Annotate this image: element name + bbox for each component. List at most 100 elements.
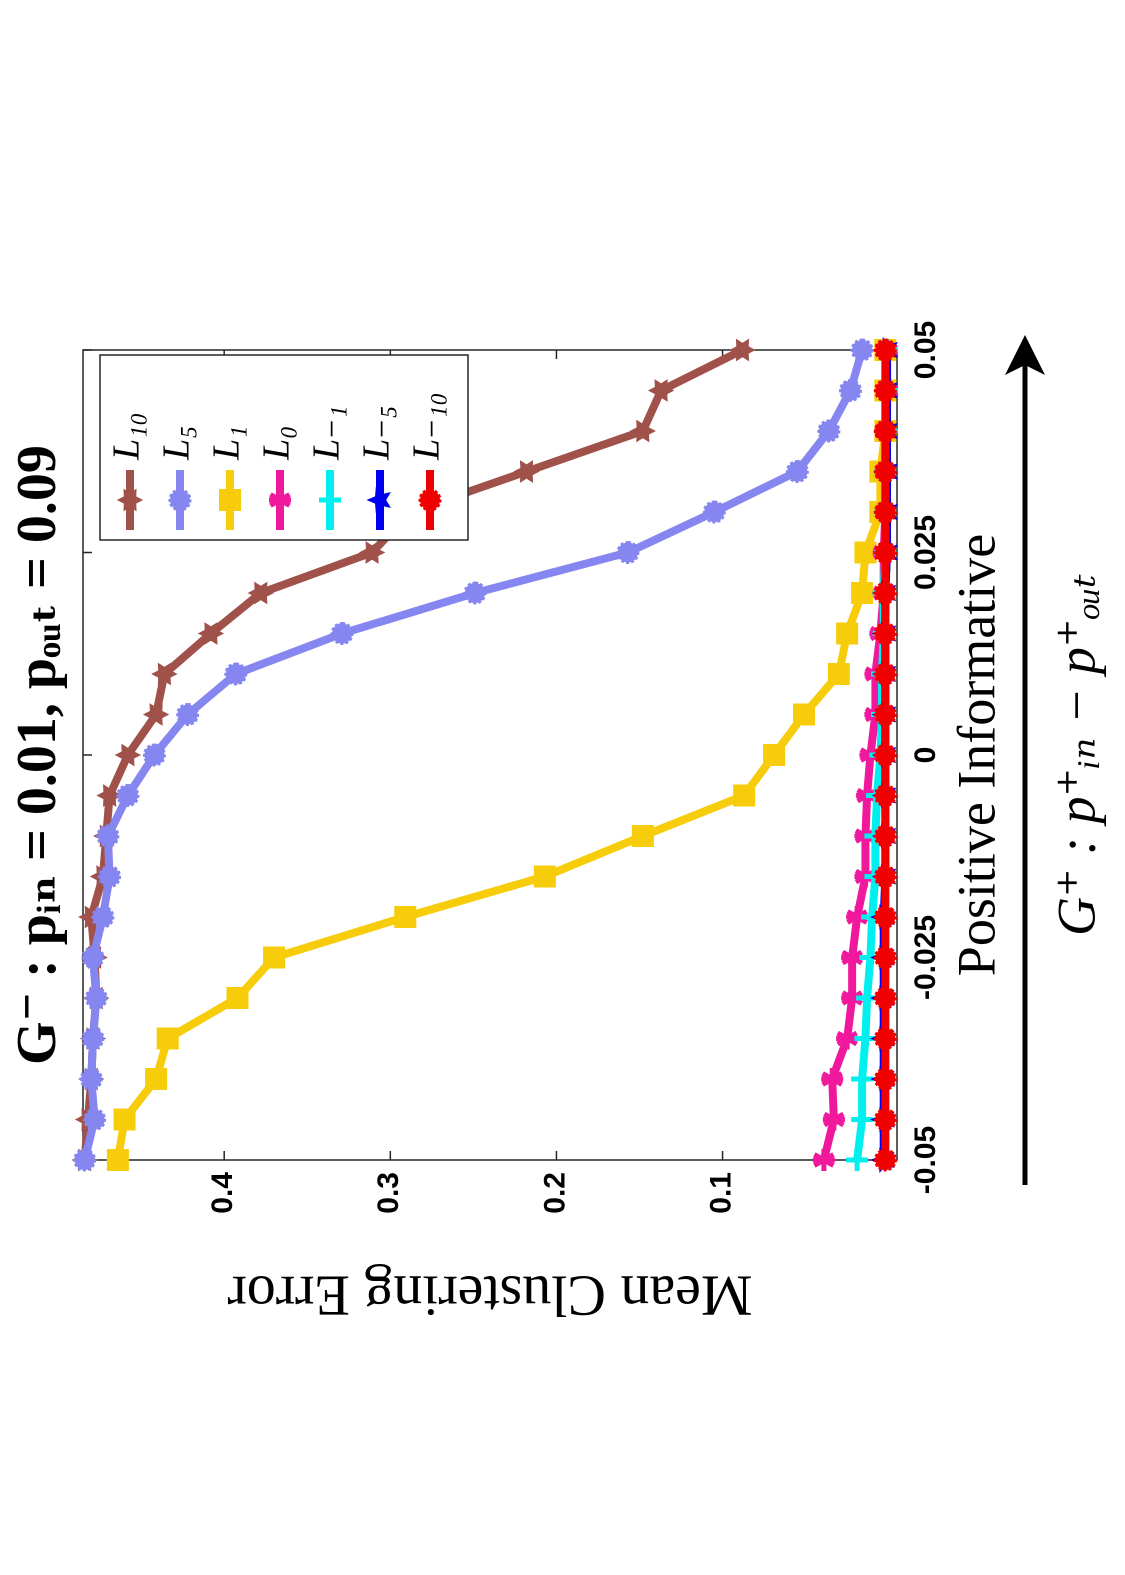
data-marker	[156, 1027, 179, 1050]
data-marker	[873, 500, 897, 524]
legend-label: L₁₀	[106, 412, 148, 461]
data-marker	[873, 986, 897, 1010]
data-marker	[812, 1149, 835, 1171]
legend-label: L₀	[256, 426, 298, 461]
data-marker	[873, 662, 897, 686]
data-marker	[873, 703, 897, 726]
data-marker	[176, 703, 200, 726]
data-marker	[106, 1149, 129, 1171]
data-marker	[873, 581, 897, 605]
data-marker	[83, 1108, 107, 1131]
data-marker	[873, 338, 897, 362]
data-marker	[81, 1027, 105, 1050]
data-marker	[785, 460, 809, 483]
data-marker	[851, 1068, 874, 1090]
data-marker	[224, 662, 248, 686]
data-marker	[873, 379, 897, 402]
data-marker	[846, 1149, 869, 1171]
data-marker	[116, 488, 144, 512]
legend-label: L₋₅	[356, 406, 398, 461]
data-marker	[366, 487, 391, 513]
data-marker	[873, 541, 897, 564]
rotated-figure: -0.05 -0.025 0 0.025 0.05 0.1 0.2 0.3 0.4 L₁₀ L₅ L₁…	[6, 321, 1107, 1329]
x-tick-label: 0	[909, 747, 942, 764]
data-marker	[247, 581, 275, 605]
data-marker	[873, 946, 897, 969]
data-marker	[263, 946, 286, 969]
data-marker	[851, 582, 874, 604]
data-marker	[729, 338, 756, 362]
data-marker	[616, 541, 640, 564]
legend-label: L₋₁₀	[406, 392, 448, 461]
data-marker	[330, 622, 354, 645]
data-marker	[116, 784, 140, 807]
data-marker	[827, 663, 850, 685]
chart-title: G⁻ : pᵢₙ = 0.01, pₒᵤₜ = 0.09	[6, 445, 68, 1065]
data-marker	[96, 824, 120, 848]
data-marker	[821, 1068, 844, 1090]
data-marker	[838, 379, 862, 402]
data-marker	[873, 1108, 897, 1131]
x-tick-label: 0.05	[909, 321, 942, 379]
data-marker	[463, 581, 487, 605]
data-marker	[113, 1108, 136, 1131]
data-marker	[145, 1068, 168, 1090]
data-marker	[84, 986, 108, 1010]
data-marker	[219, 489, 241, 511]
data-marker	[836, 622, 859, 645]
data-marker	[142, 743, 166, 767]
legend-label: L₁	[206, 426, 248, 461]
x-tick-label: -0.05	[909, 1126, 942, 1194]
x-axis-label: G⁺ : p⁺ᵢₙ − p⁺ₒᵤₜ	[1046, 574, 1106, 936]
data-marker	[91, 905, 115, 929]
legend-label: L₋₁	[306, 406, 348, 461]
data-marker	[841, 987, 864, 1009]
y-tick-label: 0.3	[372, 1172, 405, 1214]
data-marker	[873, 622, 897, 645]
data-marker	[79, 1067, 103, 1091]
data-marker	[394, 906, 417, 928]
data-marker	[418, 488, 442, 512]
y-tick-label: 0.1	[704, 1172, 737, 1214]
data-marker	[851, 1108, 874, 1131]
data-marker	[631, 825, 654, 847]
x-tick-label: -0.025	[909, 915, 942, 1000]
data-marker	[854, 541, 877, 564]
data-marker	[873, 824, 897, 848]
data-marker	[151, 662, 178, 686]
annotation: Positive Informative	[946, 534, 1006, 976]
data-marker	[358, 541, 386, 564]
data-marker	[873, 1027, 897, 1050]
data-marker	[98, 865, 122, 888]
data-marker	[513, 460, 540, 483]
data-marker	[269, 489, 291, 511]
arrow-head	[1005, 335, 1045, 375]
data-marker	[873, 419, 897, 443]
data-marker	[792, 703, 815, 726]
data-marker	[647, 379, 675, 402]
data-marker	[763, 744, 786, 766]
data-marker	[319, 489, 341, 511]
data-marker	[873, 865, 897, 888]
data-marker	[197, 622, 225, 645]
data-marker	[822, 1108, 845, 1131]
data-marker	[873, 1067, 897, 1091]
legend-label: L₅	[156, 426, 198, 461]
y-axis-label: Mean Clustering Error	[227, 1264, 752, 1329]
data-marker	[733, 784, 756, 807]
data-marker	[702, 500, 726, 524]
data-marker	[629, 419, 656, 443]
data-marker	[73, 1148, 97, 1172]
data-marker	[142, 703, 170, 726]
data-marker	[836, 1027, 859, 1050]
data-marker	[873, 460, 897, 483]
data-marker	[81, 946, 105, 969]
data-marker	[841, 946, 864, 969]
data-marker	[846, 906, 869, 928]
data-marker	[226, 987, 249, 1009]
data-marker	[873, 905, 897, 929]
y-tick-label: 0.2	[538, 1172, 571, 1214]
data-marker	[114, 743, 142, 767]
data-marker	[533, 865, 556, 888]
